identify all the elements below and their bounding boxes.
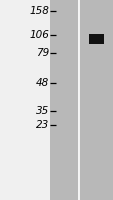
Bar (0, 0, 50, 200)
Text: 79: 79 (35, 48, 49, 58)
Text: 106: 106 (29, 30, 49, 40)
Bar (79, 0, 113, 200)
Bar (88, 34, 103, 44)
Text: 35: 35 (35, 106, 49, 116)
Bar (50, 0, 77, 200)
Text: 23: 23 (35, 120, 49, 130)
Text: 48: 48 (35, 78, 49, 88)
Text: 158: 158 (29, 6, 49, 16)
